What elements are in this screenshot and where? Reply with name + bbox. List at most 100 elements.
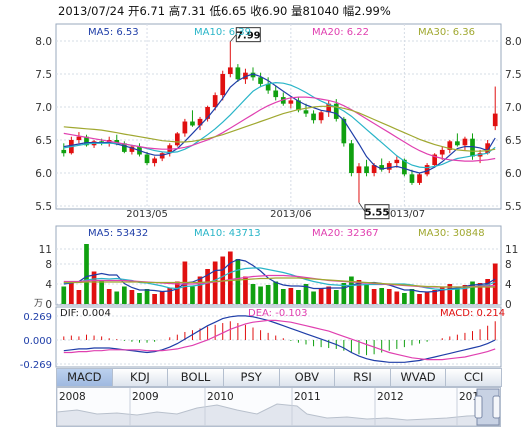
volume-unit-label: 万 [34, 299, 43, 309]
candle-body [432, 154, 438, 166]
price-tick-label-left: 6.0 [35, 168, 52, 180]
annotation-box [235, 27, 261, 43]
volume-ma20-legend: MA20: 32367 [312, 228, 379, 239]
volume-tick-label-left: 4 [45, 279, 52, 291]
price-ma30-line [63, 105, 496, 152]
candle-body [311, 113, 316, 121]
volume-bar [492, 263, 498, 304]
tab-boll[interactable]: BOLL [167, 368, 224, 387]
candle-body [288, 100, 294, 104]
volume-bar [243, 276, 248, 304]
macd-tick-label: 0.000 [23, 336, 52, 347]
volume-bar [303, 284, 309, 304]
candle-body [379, 165, 385, 170]
candle-body [318, 112, 324, 121]
price-tick-label-left: 5.5 [35, 201, 52, 213]
volume-bar [258, 286, 263, 304]
tab-cci[interactable]: CCI [445, 368, 502, 387]
tab-rsi[interactable]: RSI [334, 368, 391, 387]
volume-bar [174, 281, 180, 304]
volume-bar [197, 276, 203, 304]
volume-tick-label-right: 0 [505, 299, 512, 311]
volume-bar [311, 291, 316, 304]
candle-body [356, 166, 362, 173]
candle-body [417, 174, 422, 183]
candle-body [303, 110, 309, 114]
time-navigator[interactable]: 2008 2009 2010 2011 2012 201 [56, 387, 501, 427]
volume-bar [477, 283, 483, 304]
tab-kdj[interactable]: KDJ [111, 368, 169, 387]
price-tick-label-right: 7.5 [505, 69, 522, 81]
volume-bar [205, 269, 210, 304]
volume-label: 量 [291, 4, 303, 18]
candle-body [197, 118, 203, 126]
macd-dea-legend: DEA: -0.103 [248, 308, 307, 319]
navigator-right-handle[interactable] [492, 395, 500, 419]
volume-ma5-legend: MA5: 53432 [88, 228, 148, 239]
close-label: 收 [250, 4, 262, 18]
candle-body [447, 141, 453, 150]
annotation-leader [358, 202, 366, 212]
open-value: 6.71 [139, 4, 166, 18]
candle-body [333, 103, 339, 119]
price-ma20-legend: MA20: 6.22 [312, 27, 369, 38]
candle-body [280, 97, 286, 104]
navigator-history-area [57, 403, 500, 426]
tab-wvad[interactable]: WVAD [389, 368, 447, 387]
candle-body [76, 136, 82, 140]
navigator-year-label: 2010 [207, 391, 234, 403]
annotation-label: 7.99 [236, 31, 261, 42]
volume-bar [61, 286, 67, 304]
tab-psy[interactable]: PSY [222, 368, 280, 387]
volume-bar [439, 286, 445, 304]
volume-bar [69, 283, 74, 304]
volume-bar [250, 284, 256, 304]
date-tick-label: 2013/07 [384, 209, 426, 220]
candle-body [402, 159, 407, 175]
volume-bar [326, 286, 332, 304]
candle-body [296, 100, 301, 111]
volume-bar [144, 289, 150, 304]
annotation-leader [229, 34, 237, 42]
volume-tick-label-left: 0 [45, 299, 52, 311]
price-tick-label-left: 7.0 [35, 102, 52, 114]
candle-body [470, 138, 475, 157]
volume-tick-label-left: 8 [45, 259, 52, 271]
candle-body [144, 154, 150, 164]
volume-bar [190, 286, 195, 304]
volume-bar [265, 285, 271, 304]
tab-macd[interactable]: MACD [56, 368, 113, 387]
price-ma30-legend: MA30: 6.36 [418, 27, 475, 38]
volume-bar [447, 284, 453, 304]
candle-body [159, 153, 165, 159]
candle-body [492, 113, 498, 127]
date-tick-label: 2013/06 [270, 209, 312, 220]
navigator-left-handle[interactable] [474, 395, 483, 419]
candle-body [273, 90, 279, 98]
price-ma5-line [63, 73, 496, 174]
candle-body [349, 143, 354, 173]
volume-bar [288, 288, 294, 304]
quote-header: 2013/07/24 开6.71 高7.31 低6.65 收6.90 量8104… [58, 3, 391, 19]
volume-bar [349, 276, 354, 304]
candle-body [364, 166, 369, 173]
candle-body [152, 158, 157, 164]
tab-obv[interactable]: OBV [278, 368, 336, 387]
volume-bar [371, 289, 377, 304]
candle-body [394, 159, 400, 164]
change-label: 幅 [342, 4, 355, 18]
volume-bar [121, 286, 127, 304]
candle-body [341, 118, 347, 144]
volume-bar [402, 293, 407, 304]
volume-ma10-legend: MA10: 43713 [194, 228, 261, 239]
volume-bar [220, 256, 226, 304]
price-tick-label-right: 5.5 [505, 201, 522, 213]
volume-bar [159, 291, 165, 304]
low-value: 6.65 [220, 4, 247, 18]
volume-bar [424, 291, 430, 304]
change-value: 2.99% [354, 4, 391, 18]
price-tick-label-left: 8.0 [35, 36, 52, 48]
open-label: 开 [127, 4, 140, 18]
volume-bar [114, 291, 120, 304]
